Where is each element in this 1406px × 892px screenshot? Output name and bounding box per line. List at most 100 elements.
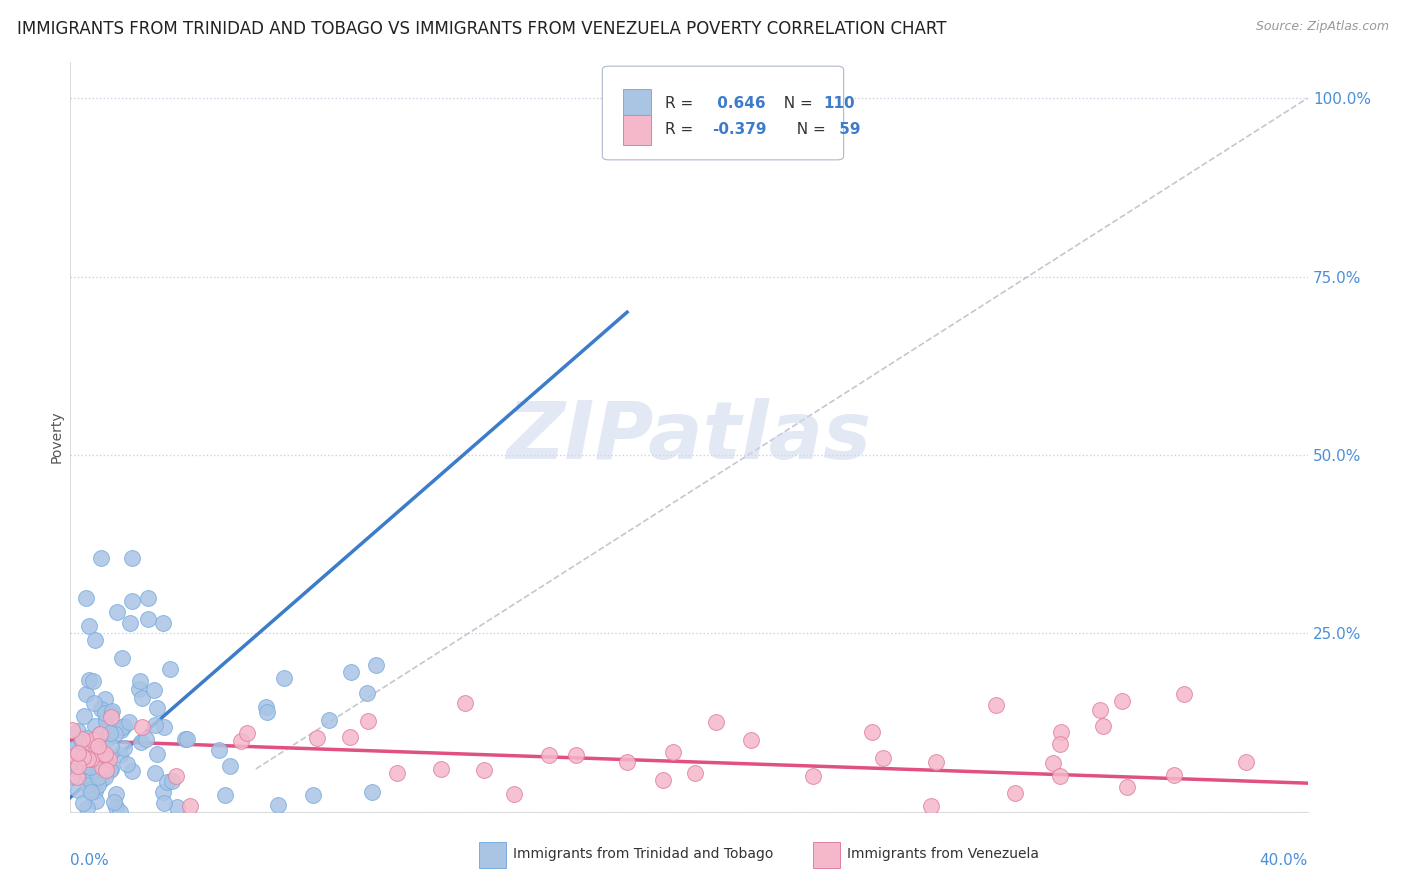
Point bbox=[339, 730, 361, 744]
Point bbox=[91, 730, 114, 744]
Point bbox=[356, 686, 378, 700]
Point bbox=[318, 713, 340, 727]
Point bbox=[80, 751, 103, 765]
Point bbox=[616, 755, 638, 769]
Point bbox=[75, 767, 97, 781]
Point bbox=[872, 751, 894, 765]
Point bbox=[339, 665, 361, 679]
Point bbox=[366, 658, 388, 673]
Point bbox=[145, 766, 167, 780]
Point bbox=[75, 687, 97, 701]
Point bbox=[131, 691, 153, 706]
Point bbox=[94, 747, 117, 761]
Point bbox=[219, 759, 242, 773]
Point bbox=[90, 772, 112, 787]
Point bbox=[105, 605, 128, 619]
Point bbox=[136, 612, 159, 626]
Point bbox=[121, 594, 143, 608]
Point bbox=[112, 719, 135, 733]
Point bbox=[82, 733, 104, 747]
Point bbox=[146, 701, 169, 715]
Point bbox=[984, 698, 1007, 712]
Point bbox=[302, 788, 325, 802]
Point bbox=[89, 727, 111, 741]
Point bbox=[77, 673, 100, 687]
Point bbox=[683, 766, 706, 780]
Point bbox=[1049, 737, 1071, 751]
Point bbox=[98, 726, 121, 740]
Point bbox=[82, 674, 104, 689]
Point bbox=[1163, 768, 1185, 782]
Text: 40.0%: 40.0% bbox=[1260, 853, 1308, 868]
Point bbox=[96, 714, 118, 728]
Point bbox=[73, 747, 96, 761]
Point bbox=[86, 739, 108, 753]
Point bbox=[143, 718, 166, 732]
Text: N =: N = bbox=[787, 122, 831, 137]
Text: R =: R = bbox=[665, 96, 699, 112]
Point bbox=[67, 783, 90, 797]
Text: IMMIGRANTS FROM TRINIDAD AND TOBAGO VS IMMIGRANTS FROM VENEZUELA POVERTY CORRELA: IMMIGRANTS FROM TRINIDAD AND TOBAGO VS I… bbox=[17, 20, 946, 37]
Point bbox=[62, 760, 84, 774]
Point bbox=[121, 551, 143, 566]
Y-axis label: Poverty: Poverty bbox=[51, 411, 65, 463]
Point bbox=[357, 714, 380, 729]
Point bbox=[537, 748, 560, 763]
Point bbox=[77, 752, 100, 766]
Point bbox=[79, 783, 101, 797]
Point bbox=[565, 748, 588, 763]
Point bbox=[166, 800, 188, 814]
Point bbox=[90, 702, 112, 716]
Point bbox=[98, 752, 121, 766]
Text: -0.379: -0.379 bbox=[713, 122, 766, 137]
Point bbox=[111, 720, 134, 734]
Point bbox=[84, 768, 107, 782]
Text: 110: 110 bbox=[824, 96, 855, 112]
Point bbox=[111, 651, 134, 665]
Point bbox=[76, 801, 98, 815]
Point bbox=[214, 788, 236, 802]
Point bbox=[156, 775, 179, 789]
Point bbox=[94, 706, 117, 720]
Point bbox=[82, 776, 104, 790]
Point bbox=[153, 720, 176, 734]
Text: Immigrants from Venezuela: Immigrants from Venezuela bbox=[848, 847, 1039, 862]
Point bbox=[801, 769, 824, 783]
Point bbox=[86, 778, 108, 792]
Point bbox=[256, 699, 278, 714]
Point bbox=[472, 763, 495, 777]
Point bbox=[704, 715, 727, 730]
Point bbox=[103, 795, 125, 809]
Point bbox=[860, 724, 883, 739]
Point bbox=[160, 774, 183, 789]
Point bbox=[1173, 687, 1195, 701]
Point bbox=[229, 734, 252, 748]
Text: 59: 59 bbox=[834, 122, 860, 137]
Point bbox=[82, 750, 104, 764]
Point bbox=[430, 762, 453, 776]
Point bbox=[1111, 694, 1133, 708]
Point bbox=[90, 551, 112, 566]
Point bbox=[79, 735, 101, 749]
FancyBboxPatch shape bbox=[602, 66, 844, 160]
Point bbox=[72, 796, 94, 810]
Point bbox=[105, 787, 128, 801]
Point bbox=[60, 756, 83, 770]
Point bbox=[86, 744, 108, 758]
Point bbox=[82, 772, 104, 786]
Point bbox=[173, 732, 195, 747]
Point bbox=[925, 755, 948, 769]
Point bbox=[101, 704, 124, 718]
Point bbox=[100, 706, 122, 721]
Point bbox=[66, 724, 89, 739]
Point bbox=[236, 726, 259, 740]
Point bbox=[121, 764, 143, 779]
FancyBboxPatch shape bbox=[813, 842, 839, 868]
Point bbox=[94, 764, 117, 778]
Text: ZIPatlas: ZIPatlas bbox=[506, 398, 872, 476]
Point bbox=[100, 739, 122, 753]
Point bbox=[73, 709, 96, 723]
FancyBboxPatch shape bbox=[623, 88, 651, 119]
Point bbox=[142, 682, 165, 697]
Point bbox=[273, 671, 295, 685]
